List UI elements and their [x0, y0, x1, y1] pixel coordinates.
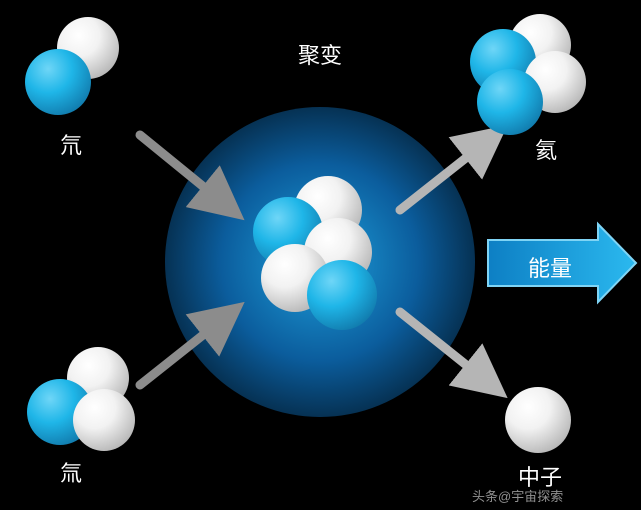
watermark: 头条@宇宙探索	[472, 486, 563, 505]
deuterium-label: 氘	[60, 128, 82, 160]
energy-label: 能量	[528, 251, 572, 283]
arrow-out_bottom	[400, 312, 495, 388]
neutron-sphere	[73, 389, 135, 451]
tritium-label: 氚	[60, 456, 82, 488]
arrow-out_top	[400, 135, 495, 210]
proton-sphere	[477, 69, 543, 135]
arrow-in_bottom	[140, 312, 232, 385]
proton-sphere	[25, 49, 91, 115]
proton-sphere	[307, 260, 377, 330]
helium-label: 氦	[535, 133, 557, 165]
neutron-sphere	[505, 387, 571, 453]
arrow-in_top	[140, 135, 232, 210]
title-label: 聚变	[298, 38, 342, 70]
